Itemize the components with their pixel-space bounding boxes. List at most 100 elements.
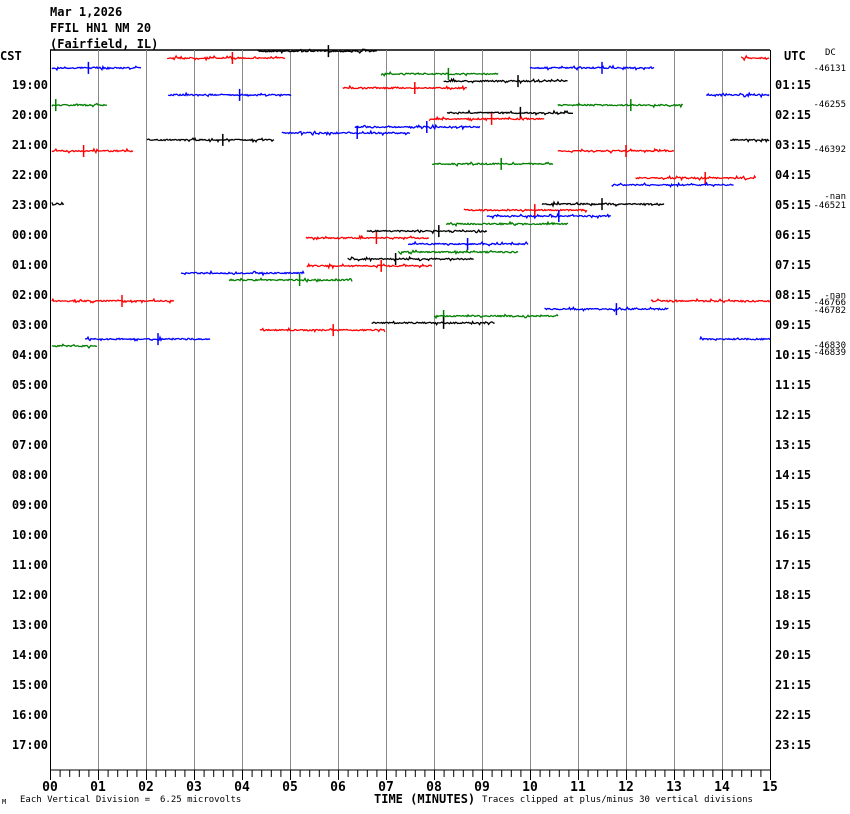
cst-hour-label: 23:00 bbox=[11, 198, 48, 212]
dc-offset-value: -46131 bbox=[813, 64, 846, 74]
x-tick-label: 02 bbox=[138, 780, 154, 795]
seismic-trace bbox=[84, 335, 211, 342]
seismic-trace bbox=[51, 297, 175, 304]
utc-hour-label: 21:15 bbox=[775, 678, 812, 692]
utc-hour-label: 01:15 bbox=[775, 78, 812, 92]
x-tick-label: 06 bbox=[330, 780, 346, 795]
utc-hour-label: 05:15 bbox=[775, 198, 812, 212]
chart-date: Mar 1,2026 bbox=[50, 5, 123, 19]
seismic-trace bbox=[730, 138, 770, 143]
x-tick-label: 15 bbox=[762, 780, 778, 795]
cst-hour-label: 17:00 bbox=[11, 738, 48, 752]
seismic-trace bbox=[167, 54, 286, 62]
seismic-trace bbox=[443, 77, 568, 85]
seismic-trace bbox=[380, 70, 499, 78]
seismic-trace bbox=[51, 201, 65, 206]
clip-note: Traces clipped at plus/minus 30 vertical… bbox=[482, 795, 753, 805]
utc-hour-label: 09:15 bbox=[775, 318, 812, 332]
x-tick-label: 03 bbox=[186, 780, 202, 795]
seismic-trace bbox=[371, 320, 495, 326]
dc-offset-value: -46392 bbox=[813, 145, 846, 155]
dc-offset-value: -46255 bbox=[813, 100, 846, 110]
cst-hour-label: 06:00 bbox=[11, 408, 48, 422]
seismic-trace bbox=[445, 220, 569, 228]
seismic-trace bbox=[305, 234, 430, 241]
station-location: (Fairfield, IL) bbox=[50, 37, 159, 51]
x-tick-label: 05 bbox=[282, 780, 298, 795]
seismic-trace bbox=[281, 129, 411, 137]
seismic-trace bbox=[51, 343, 97, 349]
utc-hour-label: 12:15 bbox=[775, 408, 812, 422]
seismic-trace bbox=[557, 102, 684, 109]
seismic-trace bbox=[541, 200, 665, 208]
utc-hour-label: 03:15 bbox=[775, 138, 812, 152]
utc-hour-label: 10:15 bbox=[775, 348, 812, 362]
utc-hour-label: 17:15 bbox=[775, 558, 812, 572]
utc-hour-label: 18:15 bbox=[775, 588, 812, 602]
seismic-trace bbox=[544, 305, 669, 313]
seismic-trace bbox=[366, 228, 488, 235]
utc-hour-label: 06:15 bbox=[775, 228, 812, 242]
utc-hour-label: 14:15 bbox=[775, 468, 812, 482]
seismic-trace bbox=[51, 147, 134, 155]
seismic-trace bbox=[650, 297, 771, 304]
seismic-trace bbox=[740, 54, 770, 62]
utc-hour-label: 22:15 bbox=[775, 708, 812, 722]
utc-hour-label: 16:15 bbox=[775, 528, 812, 542]
cst-hour-label: 04:00 bbox=[11, 348, 48, 362]
utc-hour-label: 08:15 bbox=[775, 288, 812, 302]
seismic-trace bbox=[397, 248, 519, 256]
seismic-trace bbox=[431, 161, 554, 167]
utc-hour-label: 02:15 bbox=[775, 108, 812, 122]
dc-offset-value: -46839 bbox=[813, 348, 846, 359]
cst-hour-label: 13:00 bbox=[11, 618, 48, 632]
seismic-trace bbox=[699, 335, 771, 342]
cst-axis-title: CST bbox=[0, 49, 22, 63]
seismic-trace bbox=[635, 174, 757, 182]
seismic-trace bbox=[180, 269, 305, 277]
seismic-trace bbox=[257, 48, 378, 55]
seismic-trace bbox=[259, 326, 386, 333]
dc-title: DC bbox=[825, 48, 836, 58]
seismic-trace bbox=[51, 102, 108, 108]
seismic-trace bbox=[557, 147, 675, 154]
x-tick-label: 07 bbox=[378, 780, 394, 795]
cst-hour-label: 08:00 bbox=[11, 468, 48, 482]
division-value: 6.25 microvolts bbox=[160, 795, 242, 805]
cst-hour-label: 09:00 bbox=[11, 498, 48, 512]
utc-hour-label: 20:15 bbox=[775, 648, 812, 662]
x-tick-label: 00 bbox=[42, 780, 58, 795]
x-axis-label: TIME (MINUTES) bbox=[374, 792, 476, 806]
cst-hour-label: 05:00 bbox=[11, 378, 48, 392]
dc-offset-value: -nan bbox=[824, 290, 846, 301]
division-label: Each Vertical Division = bbox=[20, 795, 151, 805]
seismic-trace bbox=[167, 91, 292, 98]
seismic-trace bbox=[146, 137, 275, 144]
x-tick-label: 09 bbox=[474, 780, 490, 795]
cst-hour-label: 01:00 bbox=[11, 258, 48, 272]
seismic-trace bbox=[342, 84, 468, 91]
seismic-trace bbox=[446, 109, 574, 116]
cst-hour-label: 20:00 bbox=[11, 108, 48, 122]
x-tick-label: 10 bbox=[522, 780, 538, 795]
dc-offset-value: -46766 bbox=[813, 298, 846, 308]
dc-offset-value: -46521 bbox=[813, 200, 846, 211]
x-tick-label: 04 bbox=[234, 780, 250, 795]
utc-hour-label: 11:15 bbox=[775, 378, 812, 392]
seismic-trace bbox=[529, 64, 655, 72]
cst-hour-label: 03:00 bbox=[11, 318, 48, 332]
cst-hour-label: 16:00 bbox=[11, 708, 48, 722]
seismic-trace bbox=[611, 181, 734, 189]
x-tick-label: 01 bbox=[90, 780, 106, 795]
seismic-trace bbox=[306, 262, 433, 270]
cst-hour-label: 07:00 bbox=[11, 438, 48, 452]
cst-hour-label: 10:00 bbox=[11, 528, 48, 542]
seismic-trace bbox=[51, 64, 142, 72]
seismic-trace bbox=[228, 277, 353, 283]
x-tick-label: 11 bbox=[570, 780, 586, 795]
dc-offset-value: -46782 bbox=[813, 306, 846, 317]
utc-hour-label: 07:15 bbox=[775, 258, 812, 272]
cst-hour-label: 02:00 bbox=[11, 288, 48, 302]
seismic-trace bbox=[463, 208, 588, 214]
